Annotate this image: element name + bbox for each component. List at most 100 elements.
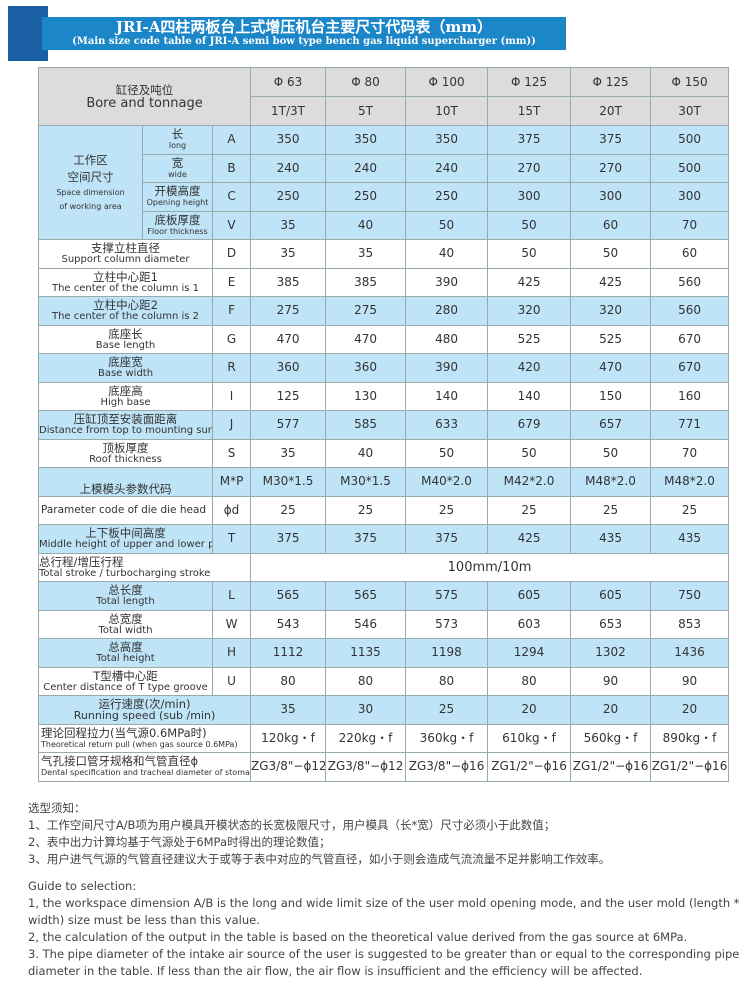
zh-label: 理论回程拉力(当气源0.6MPa时)	[41, 725, 207, 740]
code-cell: J	[211, 410, 252, 440]
value-cell: 50	[405, 438, 489, 468]
value-cell: 853	[650, 609, 730, 639]
value-cell: 605	[570, 581, 652, 611]
value-cell: 577	[250, 410, 327, 440]
value-cell: 470	[570, 353, 652, 383]
value-cell: 1198	[405, 638, 489, 668]
value-cell: 160	[650, 381, 730, 411]
value-cell: M48*2.0	[650, 467, 730, 497]
code-cell: I	[211, 381, 252, 411]
value-cell: ZG1/2"−ϕ16	[570, 752, 652, 782]
value-cell: 560kg・f	[570, 723, 652, 753]
code-cell: G	[211, 324, 252, 354]
value-cell: 70	[650, 210, 730, 240]
value-cell: 70	[650, 438, 730, 468]
code-cell: W	[211, 609, 252, 639]
tonnage-cell: 1T/3T	[250, 96, 327, 126]
en-label: Theoretical return pull (when gas source…	[41, 739, 238, 749]
table-row: 上下板中间高度 Middle height of upper and lower …	[38, 524, 730, 554]
table-row: 立柱中心距2 The center of the column is 2 F 275 2…	[38, 296, 730, 326]
value-cell: 350	[325, 125, 407, 155]
zh-label: 立柱中心距2	[93, 298, 158, 313]
value-cell: 50	[570, 239, 652, 269]
selection-notes: 选型须知： 1、工作空间尺寸A/B项为用户模具开模状态的长宽极限尺寸，用户模具（长…	[28, 800, 743, 980]
table-row: 总长度 Total length L 565 565 575 605 605 750	[38, 581, 730, 611]
table-row: 1T/3T 5T 10T 15T 20T 30T	[39, 96, 730, 126]
value-cell: 360	[325, 353, 407, 383]
value-cell: 40	[325, 438, 407, 468]
value-cell: 30	[325, 695, 407, 725]
value-cell: 585	[325, 410, 407, 440]
value-cell: 140	[487, 381, 572, 411]
zh-label: 底座宽	[108, 355, 143, 370]
table-row: 开模高度 Opening height C 250 250 250 300 300 300	[39, 182, 730, 212]
value-cell: 605	[487, 581, 572, 611]
value-cell: 90	[650, 666, 730, 696]
en-label: Center distance of T type groove	[43, 681, 208, 693]
value-cell: 60	[650, 239, 730, 269]
en-label: Space dimension	[56, 187, 125, 197]
table-row: 底座高 High base I 125 130 140 140 150 160	[38, 381, 730, 411]
en-label: Base length	[95, 339, 156, 351]
row-label: 底座宽 Base width	[38, 353, 213, 383]
value-cell: 80	[325, 666, 407, 696]
row-label: 立柱中心距2 The center of the column is 2	[38, 296, 213, 326]
spacer	[28, 868, 743, 878]
row-label: 理论回程拉力(当气源0.6MPa时) Theoretical return pul…	[37, 723, 252, 753]
value-cell: 500	[650, 153, 730, 183]
value-cell: 250	[325, 182, 407, 212]
zh-label: 上下板中间高度	[85, 526, 166, 541]
value-cell: 350	[405, 125, 489, 155]
table-row: 底板厚度 Floor thickness V 35 40 50 50 60 70	[39, 210, 730, 240]
en-label: Total length	[96, 596, 155, 608]
zh-label: 开模高度	[154, 184, 201, 199]
value-cell: 250	[250, 182, 327, 212]
table-row: 运行速度(次/min) Running speed (sub /min) 35 30 2…	[37, 695, 730, 725]
value-cell: 1112	[250, 638, 327, 668]
en-label: Support column diameter	[61, 254, 190, 266]
size-code-table: 缸径及吨位 Bore and tonnage Φ 63 Φ 80 Φ 100 Φ 125 Φ…	[37, 67, 730, 782]
value-cell: 573	[405, 609, 489, 639]
value-cell: 525	[487, 324, 572, 354]
value-cell: 320	[487, 296, 572, 326]
en-label: High base	[100, 396, 151, 408]
table-row: 宽 wide B 240 240 240 270 270 500	[39, 153, 730, 183]
value-cell: 525	[570, 324, 652, 354]
value-cell: 80	[250, 666, 327, 696]
row-label: 立柱中心距1 The center of the column is 1	[38, 267, 213, 297]
row-label: 顶板厚度 Roof thickness	[38, 438, 213, 468]
value-cell: M48*2.0	[570, 467, 652, 497]
code-cell: U	[211, 666, 252, 696]
title-zh: JRI-A四柱两板台上式增压机台主要尺寸代码表（mm）	[115, 18, 493, 36]
note-line: Guide to selection:	[28, 879, 137, 893]
value-cell: ZG1/2"−ϕ16	[650, 752, 730, 782]
note-line: 3、用户进气气源的气管直径建议大于或等于表中对应的气管直径，如小于则会造成气流流…	[28, 852, 611, 866]
row-label: 总宽度 Total width	[38, 609, 213, 639]
value-cell: 425	[487, 524, 572, 554]
value-cell: 20	[570, 695, 652, 725]
zh-label: 底座长	[108, 326, 143, 341]
value-cell: 771	[650, 410, 730, 440]
value-cell: M40*2.0	[405, 467, 489, 497]
value-cell: 610kg・f	[487, 723, 572, 753]
tonnage-cell: 15T	[487, 96, 572, 126]
value-cell: 140	[405, 381, 489, 411]
zh-label: 支撑立柱直径	[91, 241, 160, 256]
value-cell: ZG3/8"−ϕ12	[250, 752, 327, 782]
value-cell: 375	[487, 125, 572, 155]
zh-label: 总高度	[108, 640, 143, 655]
zh-label: 运行速度(次/min)	[98, 697, 191, 712]
zh-label: 总宽度	[108, 611, 143, 626]
value-cell: 300	[487, 182, 572, 212]
value-cell: 670	[650, 324, 730, 354]
value-cell: 385	[325, 267, 407, 297]
zh-label: T型槽中心距	[93, 668, 158, 683]
zh-label: 底座高	[108, 383, 143, 398]
value-cell: 25	[650, 495, 730, 525]
value-cell: 565	[250, 581, 327, 611]
banner-accent	[8, 6, 48, 61]
en-label: Distance from top to mounting surface	[39, 425, 212, 437]
table-row: 顶板厚度 Roof thickness S 35 40 50 50 50 70	[38, 438, 730, 468]
value-cell: 35	[250, 695, 327, 725]
value-cell: 565	[325, 581, 407, 611]
